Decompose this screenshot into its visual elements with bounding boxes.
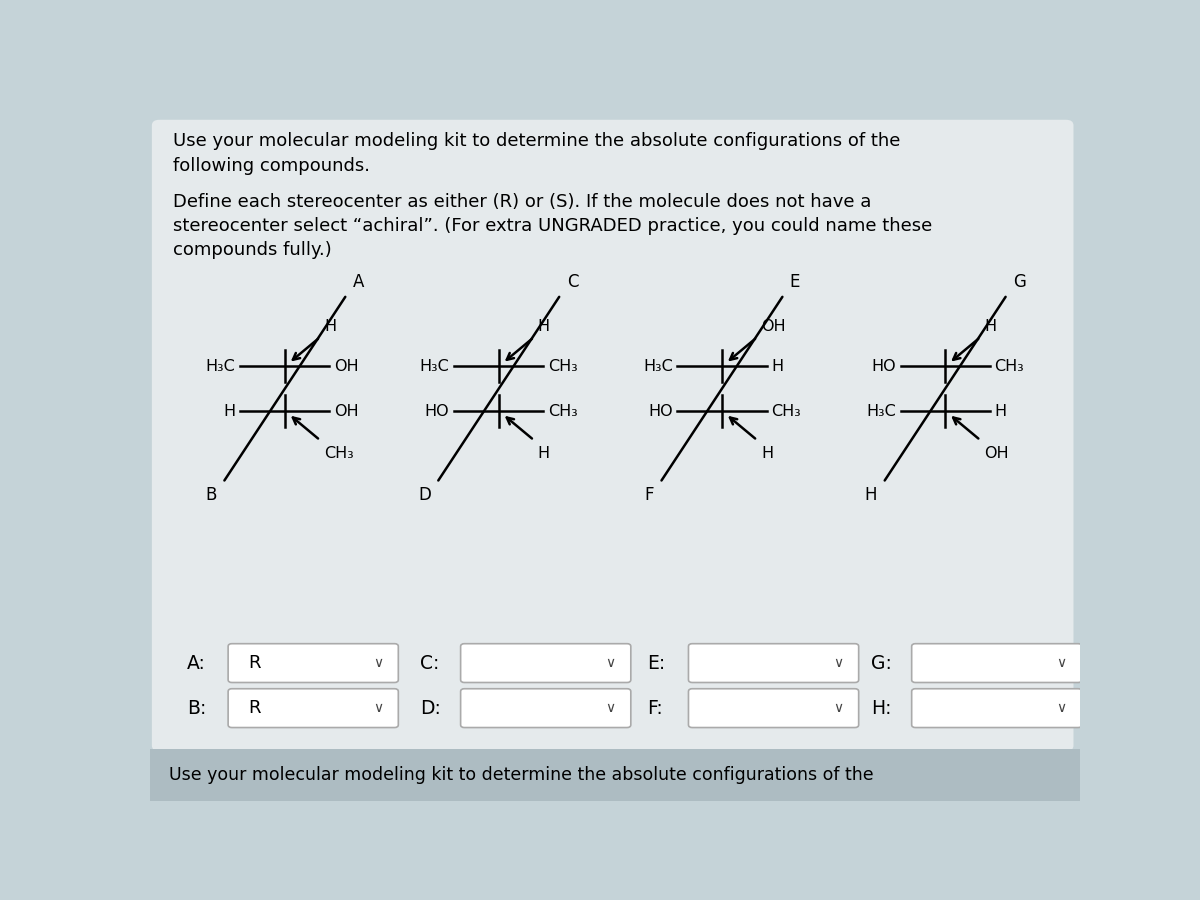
Text: HO: HO bbox=[425, 404, 450, 419]
Text: compounds fully.): compounds fully.) bbox=[173, 241, 332, 259]
Text: ∨: ∨ bbox=[373, 656, 383, 670]
Text: HO: HO bbox=[648, 404, 673, 419]
Text: D: D bbox=[418, 486, 431, 504]
Text: H₃C: H₃C bbox=[420, 358, 450, 374]
Text: H₃C: H₃C bbox=[866, 404, 896, 419]
Text: H: H bbox=[772, 358, 784, 374]
Text: ∨: ∨ bbox=[605, 701, 616, 716]
Text: OH: OH bbox=[334, 358, 359, 374]
Text: R: R bbox=[248, 654, 262, 672]
Text: H: H bbox=[995, 404, 1007, 419]
FancyBboxPatch shape bbox=[689, 688, 859, 727]
Text: OH: OH bbox=[761, 319, 786, 334]
Text: ∨: ∨ bbox=[833, 701, 844, 716]
Text: ∨: ∨ bbox=[605, 656, 616, 670]
Text: Use your molecular modeling kit to determine the absolute configurations of the: Use your molecular modeling kit to deter… bbox=[173, 132, 901, 150]
Text: ∨: ∨ bbox=[1056, 656, 1067, 670]
Text: H: H bbox=[324, 319, 336, 334]
Text: G:: G: bbox=[871, 653, 892, 672]
Text: OH: OH bbox=[334, 404, 359, 419]
Text: Use your molecular modeling kit to determine the absolute configurations of the: Use your molecular modeling kit to deter… bbox=[168, 766, 874, 784]
Text: Define each stereocenter as either (R) or (S). If the molecule does not have a: Define each stereocenter as either (R) o… bbox=[173, 193, 871, 211]
FancyBboxPatch shape bbox=[689, 644, 859, 682]
FancyBboxPatch shape bbox=[228, 644, 398, 682]
Text: HO: HO bbox=[871, 358, 896, 374]
Text: R: R bbox=[248, 699, 262, 717]
Text: ∨: ∨ bbox=[1056, 701, 1067, 716]
Text: F: F bbox=[644, 486, 654, 504]
FancyBboxPatch shape bbox=[461, 688, 631, 727]
Text: F:: F: bbox=[648, 698, 664, 717]
FancyBboxPatch shape bbox=[912, 688, 1082, 727]
Text: stereocenter select “achiral”. (For extra UNGRADED practice, you could name thes: stereocenter select “achiral”. (For extr… bbox=[173, 217, 932, 235]
Text: OH: OH bbox=[984, 446, 1009, 461]
Text: ∨: ∨ bbox=[833, 656, 844, 670]
Text: H: H bbox=[538, 446, 550, 461]
Text: C: C bbox=[566, 274, 578, 292]
Bar bbox=[150, 749, 1080, 801]
Text: CH₃: CH₃ bbox=[772, 404, 800, 419]
Text: H₃C: H₃C bbox=[643, 358, 673, 374]
Text: A: A bbox=[353, 274, 364, 292]
Text: E:: E: bbox=[648, 653, 666, 672]
Text: H₃C: H₃C bbox=[206, 358, 235, 374]
Text: D:: D: bbox=[420, 698, 440, 717]
Text: H: H bbox=[223, 404, 235, 419]
FancyBboxPatch shape bbox=[912, 644, 1082, 682]
Text: H:: H: bbox=[871, 698, 892, 717]
Text: H: H bbox=[538, 319, 550, 334]
Text: CH₃: CH₃ bbox=[548, 404, 577, 419]
FancyBboxPatch shape bbox=[152, 120, 1074, 752]
Text: CH₃: CH₃ bbox=[995, 358, 1024, 374]
Text: CH₃: CH₃ bbox=[324, 446, 354, 461]
Text: B: B bbox=[205, 486, 217, 504]
FancyBboxPatch shape bbox=[228, 688, 398, 727]
Text: H: H bbox=[865, 486, 877, 504]
Text: H: H bbox=[984, 319, 996, 334]
Text: H: H bbox=[761, 446, 773, 461]
Text: E: E bbox=[790, 274, 800, 292]
FancyBboxPatch shape bbox=[461, 644, 631, 682]
Text: G: G bbox=[1013, 274, 1026, 292]
Text: ∨: ∨ bbox=[373, 701, 383, 716]
Text: A:: A: bbox=[187, 653, 206, 672]
Text: following compounds.: following compounds. bbox=[173, 157, 371, 175]
Text: B:: B: bbox=[187, 698, 206, 717]
Text: C:: C: bbox=[420, 653, 439, 672]
Text: CH₃: CH₃ bbox=[548, 358, 577, 374]
